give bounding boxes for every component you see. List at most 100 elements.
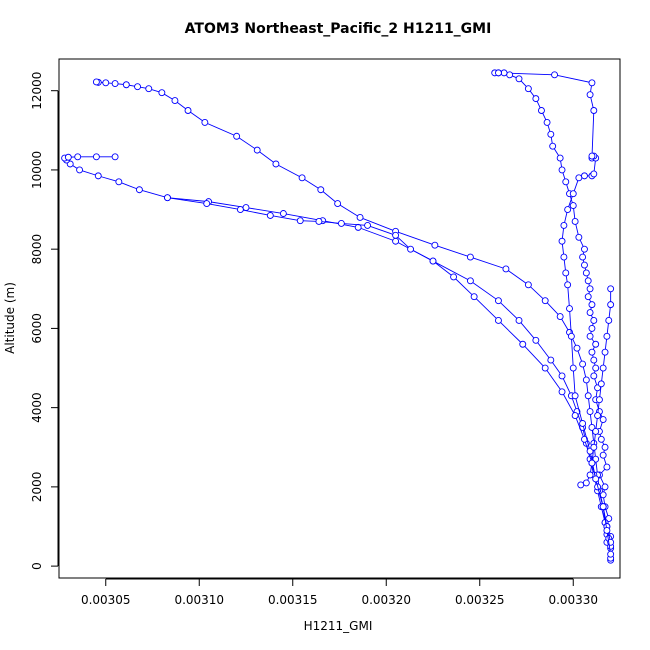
data-point [392, 231, 400, 239]
data-point [115, 178, 123, 186]
series-line [96, 81, 612, 547]
data-point [592, 364, 600, 372]
data-point [392, 237, 400, 245]
data-point [524, 85, 532, 93]
data-point [597, 435, 605, 443]
data-point [603, 463, 611, 471]
data-point [279, 210, 287, 217]
data-point [558, 388, 566, 396]
data-point [549, 142, 557, 150]
data-point [515, 75, 523, 83]
data-point [562, 269, 570, 277]
data-point [556, 154, 564, 162]
data-point [569, 364, 577, 372]
data-point [582, 479, 590, 487]
data-point [532, 336, 540, 344]
series-3 [61, 153, 613, 542]
data-point [584, 277, 592, 285]
y-tick-label: 6000 [30, 313, 44, 344]
data-point [586, 471, 594, 479]
data-point [203, 200, 211, 208]
data-point [579, 253, 587, 261]
plot-frame [58, 58, 621, 579]
data-point [317, 186, 325, 194]
data-point [586, 332, 594, 340]
data-point [429, 257, 437, 265]
data-point [564, 206, 572, 214]
data-point [556, 313, 564, 320]
data-point [560, 253, 568, 261]
data-point [558, 237, 566, 245]
data-point [575, 233, 583, 241]
data-point [547, 356, 555, 364]
data-point [590, 170, 598, 178]
data-point [590, 372, 598, 380]
data-point [171, 97, 179, 105]
data-point [607, 301, 615, 309]
data-point [590, 107, 598, 114]
data-point [524, 281, 532, 289]
data-point [607, 550, 615, 558]
data-point [272, 160, 280, 168]
data-point [582, 376, 590, 384]
data-point [541, 297, 549, 305]
data-point [588, 301, 596, 309]
data-point [92, 153, 100, 161]
data-point [601, 443, 609, 451]
x-tick-label: 0.00305 [81, 593, 131, 607]
data-point [571, 217, 579, 225]
data-point [233, 132, 241, 140]
data-point [102, 79, 110, 87]
data-point [599, 503, 607, 511]
data-point [599, 416, 607, 423]
data-point [334, 200, 342, 208]
series-line [63, 156, 610, 539]
data-point [466, 277, 474, 285]
data-point [184, 107, 192, 114]
x-tick-label: 0.00325 [455, 593, 505, 607]
data-point [581, 245, 588, 253]
series-layer [61, 69, 615, 564]
y-tick-label: 0 [30, 562, 44, 570]
data-point [337, 219, 345, 227]
data-point [560, 221, 568, 229]
data-point [134, 83, 141, 91]
series-2 [92, 78, 615, 550]
y-tick-label: 12000 [30, 72, 44, 110]
data-point [145, 85, 153, 93]
x-tick-label: 0.00315 [268, 593, 318, 607]
data-point [431, 241, 439, 249]
data-point [296, 217, 304, 225]
data-point [577, 481, 585, 489]
data-point [92, 78, 100, 86]
y-axis-label: Altitude (m) [3, 282, 17, 354]
data-point [315, 217, 323, 225]
data-point [515, 317, 523, 324]
series-5 [558, 152, 615, 558]
data-point [588, 324, 596, 332]
data-point [470, 293, 478, 301]
data-point [566, 305, 573, 313]
data-point [201, 118, 209, 126]
data-point [592, 340, 600, 348]
data-point [495, 69, 502, 77]
data-point [579, 420, 587, 427]
data-point [597, 380, 605, 388]
data-point [592, 427, 600, 435]
data-point [590, 443, 598, 451]
data-point [543, 118, 551, 126]
data-point [586, 285, 594, 293]
data-point [532, 95, 540, 103]
series-4 [164, 194, 615, 546]
data-point [298, 174, 306, 182]
data-point [601, 348, 609, 356]
data-point [135, 186, 143, 194]
data-point [466, 253, 474, 261]
data-point [500, 69, 508, 77]
y-tick-label: 4000 [30, 392, 44, 423]
data-point [569, 190, 577, 198]
chart-title: ATOM3 Northeast_Pacific_2 H1211_GMI [185, 21, 492, 37]
data-point [588, 152, 596, 160]
data-point [450, 273, 458, 281]
data-point [242, 204, 250, 212]
